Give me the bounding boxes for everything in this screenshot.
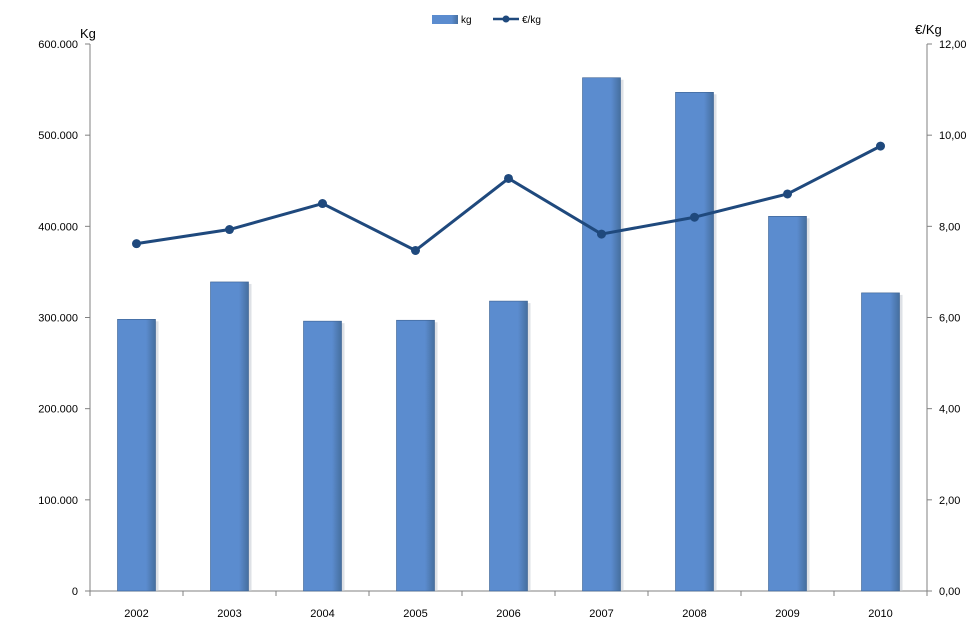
y-right-tick-label: 10,00 — [939, 130, 967, 142]
y-right-tick-label: 6,00 — [939, 313, 960, 325]
bar-kg — [582, 77, 621, 592]
legend-label-eur-per-kg: €/kg — [522, 15, 541, 26]
line-point-eur-per-kg — [876, 141, 885, 151]
bar-kg — [861, 292, 900, 592]
bar-kg — [210, 281, 249, 592]
y-left-tick-label: 600.000 — [38, 39, 78, 51]
x-tick-label: 2005 — [403, 608, 427, 620]
x-tick-label: 2004 — [310, 608, 334, 620]
y-left-tick-label: 200.000 — [38, 404, 78, 416]
legend-label-kg: kg — [461, 15, 472, 26]
legend-swatch-kg — [432, 15, 458, 24]
x-tick-label: 2002 — [124, 608, 148, 620]
y-right-tick-label: 4,00 — [939, 404, 960, 416]
line-point-eur-per-kg — [318, 199, 327, 209]
line-point-eur-per-kg — [597, 229, 606, 239]
x-tick-label: 2009 — [775, 608, 799, 620]
y-left-axis-title: Kg — [80, 26, 96, 41]
y-left-tick-label: 100.000 — [38, 495, 78, 507]
y-left-tick-label: 500.000 — [38, 130, 78, 142]
line-point-eur-per-kg — [783, 189, 792, 199]
bar-kg — [489, 300, 528, 592]
x-tick-label: 2003 — [217, 608, 241, 620]
bar-kg — [117, 319, 156, 592]
bar-kg — [675, 92, 714, 592]
y-right-tick-label: 2,00 — [939, 495, 960, 507]
y-left-tick-label: 300.000 — [38, 313, 78, 325]
y-right-tick-label: 12,00 — [939, 39, 967, 51]
legend-swatch-marker — [502, 15, 510, 23]
y-right-axis-title: €/Kg — [915, 22, 942, 37]
line-point-eur-per-kg — [132, 239, 141, 249]
y-right-tick-label: 0,00 — [939, 586, 960, 598]
x-tick-label: 2007 — [589, 608, 613, 620]
x-tick-label: 2008 — [682, 608, 706, 620]
line-point-eur-per-kg — [225, 225, 234, 235]
x-tick-label: 2006 — [496, 608, 520, 620]
x-tick-label: 2010 — [868, 608, 892, 620]
bar-kg — [768, 216, 807, 592]
y-left-tick-label: 400.000 — [38, 221, 78, 233]
line-point-eur-per-kg — [411, 245, 420, 255]
line-point-eur-per-kg — [504, 173, 513, 183]
line-point-eur-per-kg — [690, 212, 699, 222]
legend: kg €/kg — [432, 15, 541, 26]
bar-kg — [396, 319, 435, 592]
y-right-tick-label: 8,00 — [939, 221, 960, 233]
y-left-tick-label: 0 — [72, 586, 78, 598]
bar-kg — [303, 320, 342, 592]
